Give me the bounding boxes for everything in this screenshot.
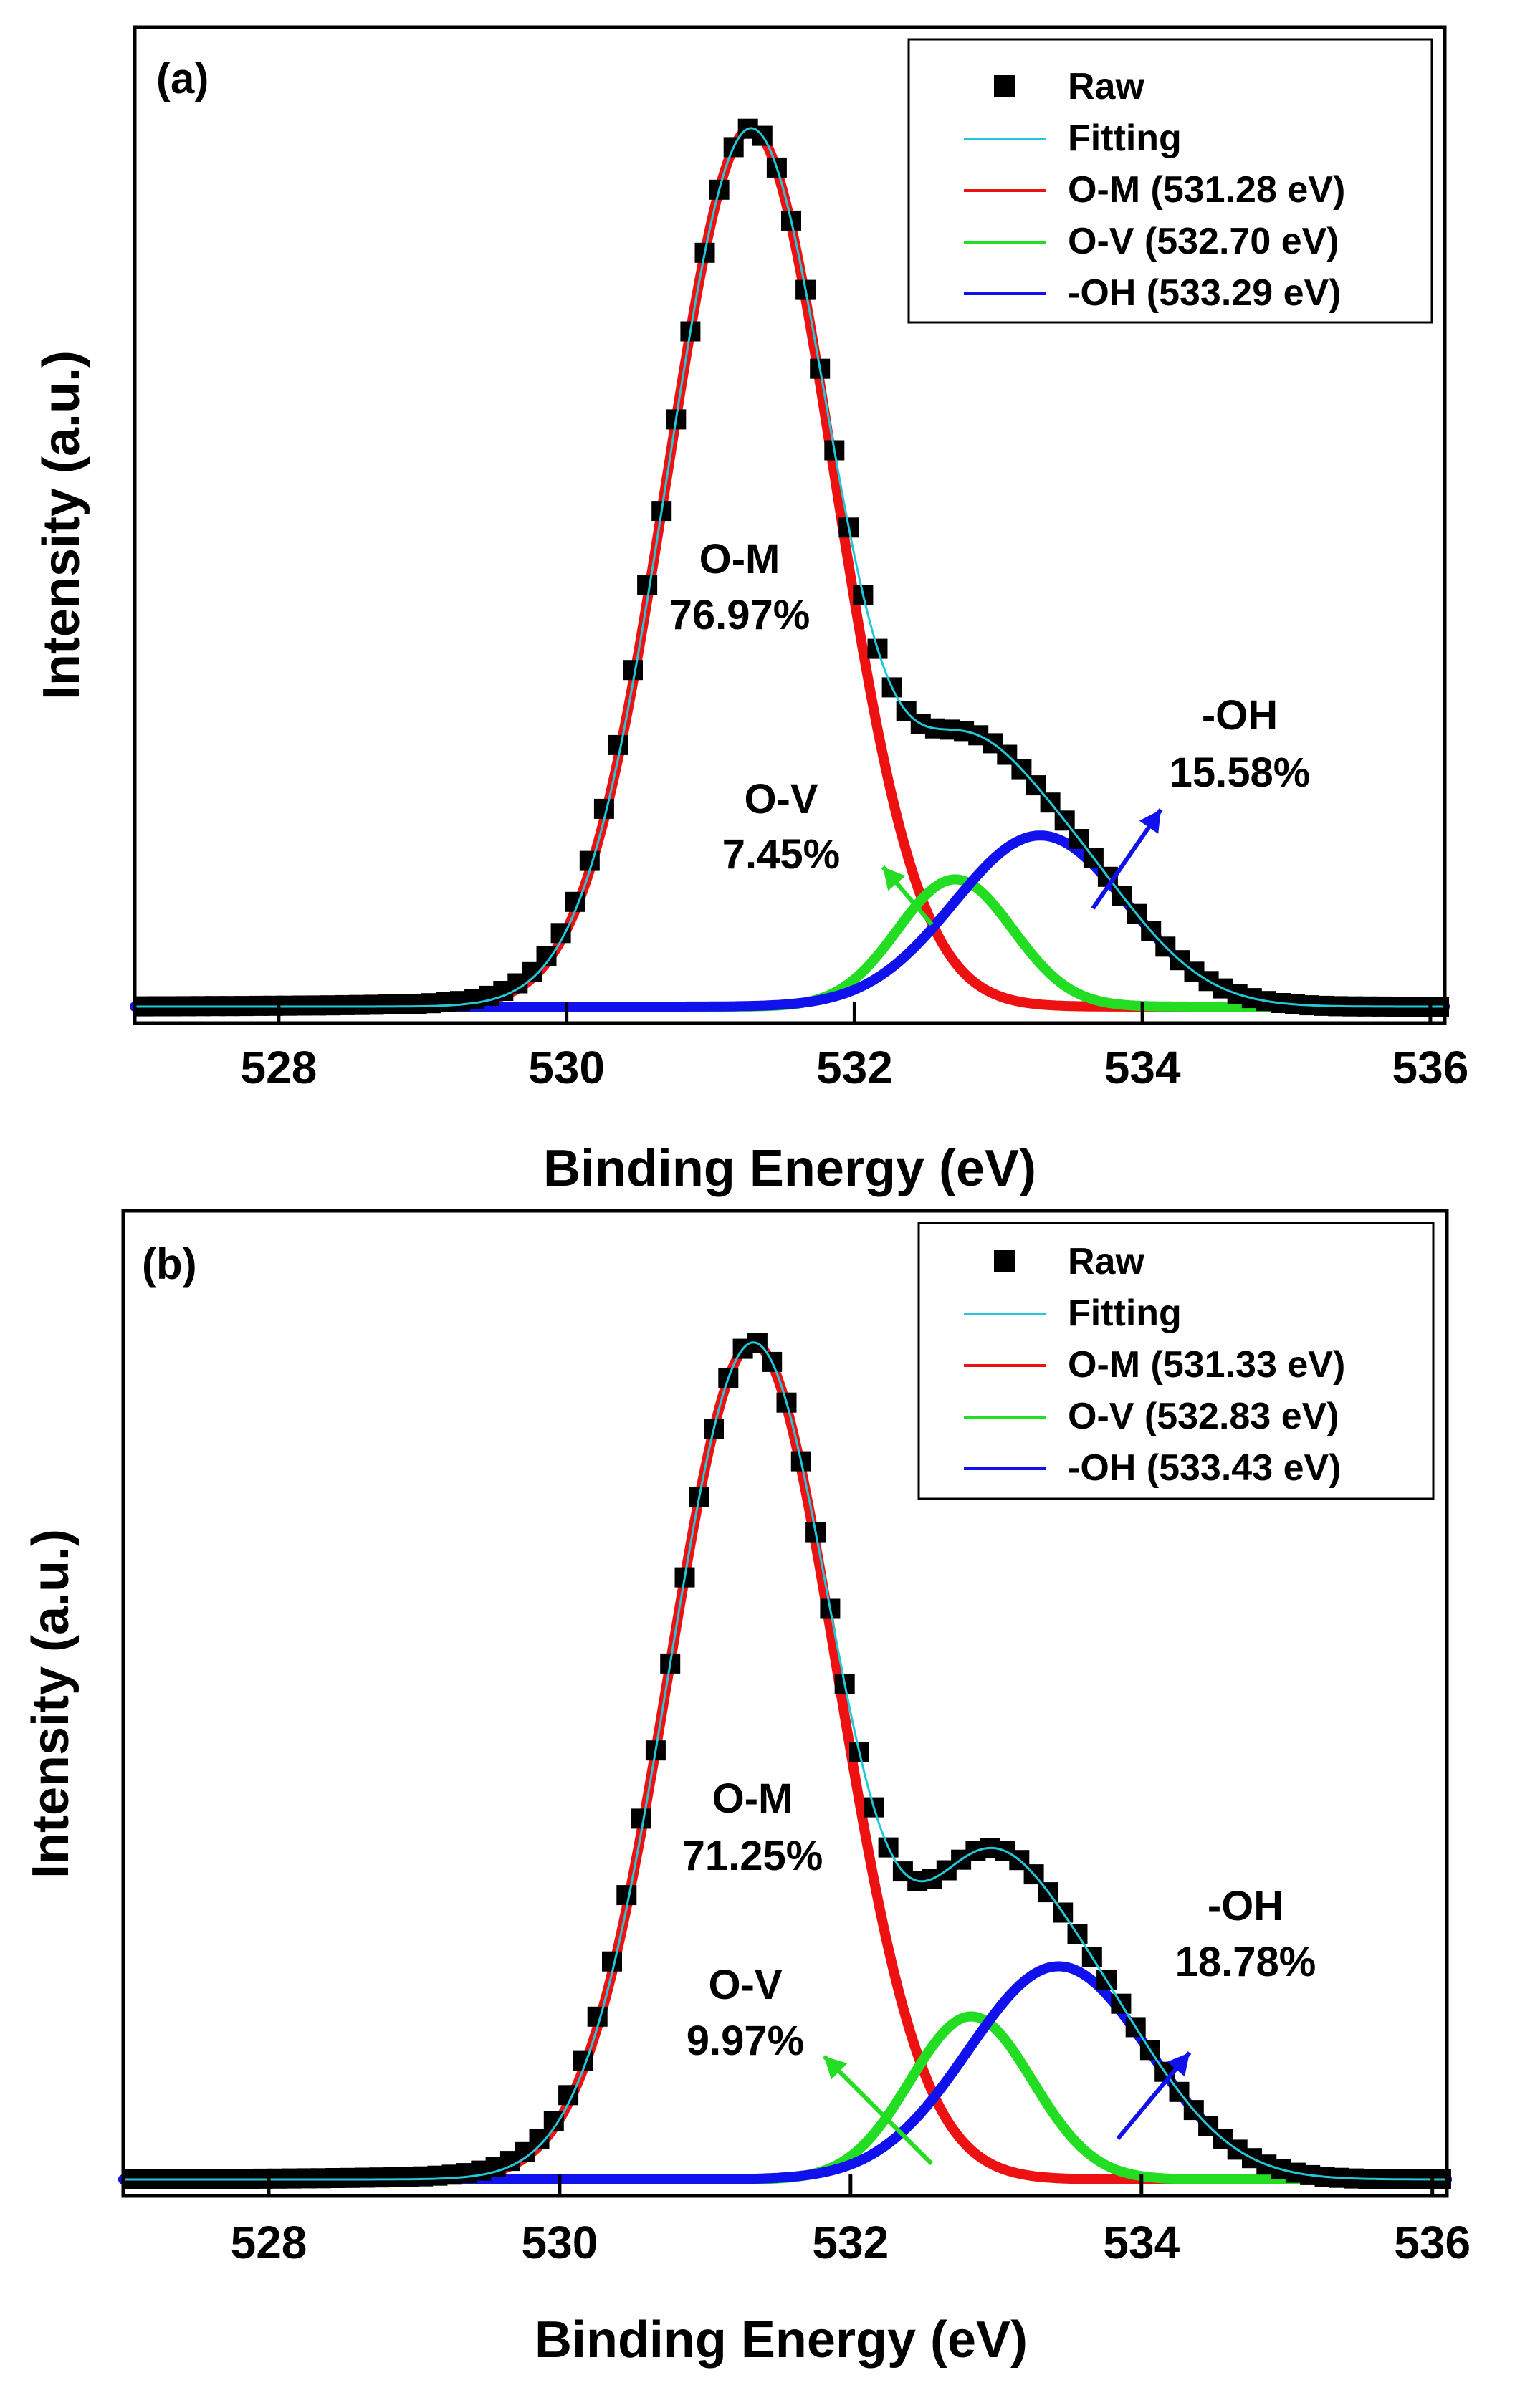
panel-a-ov-curve [130,874,1450,1012]
panel-a-legend-raw: Raw [1068,66,1144,107]
panel-a-arrows [881,808,1163,926]
panel-a-plot-frame [133,25,1447,1025]
panel-b-oh-label: -OH [1208,1883,1283,1929]
panel-a-legend: Raw Fitting O-M (531.28 eV) O-V (532.70 … [907,38,1433,324]
panel-a-om-percent: 76.97% [669,592,811,638]
panel-b-ov-label: O-V [708,1962,782,2008]
panel-b-xtick-530: 530 [522,2217,598,2268]
panel-b-label: (b) [142,1240,197,1288]
panel-a-xtick-536: 536 [1392,1042,1469,1093]
panel-a-raw-point [623,660,643,681]
panel-b-xtick-536: 536 [1394,2217,1471,2268]
panel-b-raw-markers [122,1333,1451,2189]
panel-b-x-axis-title: Binding Energy (eV) [535,2311,1028,2369]
panel-b-xtick-534: 534 [1103,2217,1180,2268]
panel-b-ov-arrow [822,2054,934,2166]
panel-b-legend-raw-symbol [994,1250,1015,1272]
panel-a-om-label: O-M [699,536,780,582]
panel-a-raw-point [608,734,628,755]
panel-b-om-percent: 71.25% [682,1833,823,1879]
panel-a-y-axis-title: Intensity (a.u.) [33,350,90,700]
panel-b-raw-point [631,1808,651,1829]
panel-b-ticks [267,2174,1435,2196]
panel-b-y-axis-title: Intensity (a.u.) [22,1529,80,1879]
panel-a-x-axis-title: Binding Energy (eV) [543,1140,1036,1197]
panel-a-raw-point [637,575,658,595]
panel-b-legend-fitting: Fitting [1068,1292,1182,1334]
panel-a: (a) O-M 76.97% O-V 7.45% -OH 15.58% Raw … [33,25,1469,1197]
panel-a-ov-percent: 7.45% [722,831,840,878]
panel-b-oh-curve [118,1961,1452,2184]
panel-a-raw-markers [133,118,1449,1017]
panel-b-legend-ov: O-V (532.83 eV) [1068,1396,1339,1437]
panel-a-legend-raw-symbol [994,75,1015,97]
panel-a-xtick-532: 532 [816,1042,893,1093]
panel-a-oh-arrowhead [1139,810,1161,834]
panel-a-ticks [277,1002,1433,1023]
panel-b: (b) O-M 71.25% O-V 9.97% -OH 18.78% Raw … [22,1209,1471,2369]
panel-b-fitting-curve [123,1341,1447,2181]
panel-b-om-label: O-M [712,1775,793,1822]
panel-a-xtick-530: 530 [528,1042,605,1093]
panel-a-xtick-528: 528 [241,1042,317,1093]
panel-b-plot-frame [121,1209,1449,2198]
panel-a-ov-label: O-V [744,776,818,822]
panel-b-ov-arrowhead [824,2056,848,2080]
panel-a-legend-om: O-M (531.28 eV) [1068,169,1345,211]
panel-a-oh-label: -OH [1202,692,1278,739]
panel-b-legend-raw: Raw [1068,1241,1144,1282]
panel-b-ov-percent: 9.97% [687,2018,804,2064]
panel-b-raw-point [616,1885,637,1906]
panel-b-arrows [822,2051,1192,2166]
panel-b-xtick-528: 528 [231,2217,307,2268]
panel-b-raw-point [602,1951,622,1972]
panel-b-legend-oh: -OH (533.43 eV) [1068,1447,1342,1489]
panel-a-fitting-curve [135,127,1445,1008]
panel-b-legend: Raw Fitting O-M (531.33 eV) O-V (532.83 … [917,1222,1435,1500]
panel-a-label: (a) [156,54,209,102]
panel-b-legend-om: O-M (531.33 eV) [1068,1344,1345,1386]
panel-a-legend-fitting: Fitting [1068,117,1182,159]
panel-a-legend-oh: -OH (533.29 eV) [1068,272,1342,314]
panel-a-legend-ov: O-V (532.70 eV) [1068,221,1339,262]
panel-a-xtick-534: 534 [1104,1042,1181,1093]
panel-b-oh-percent: 18.78% [1175,1939,1316,1985]
panel-b-xtick-532: 532 [812,2217,889,2268]
panel-a-ov-arrowhead [883,867,906,891]
panel-a-oh-percent: 15.58% [1170,749,1311,796]
panel-b-oh-arrowhead [1167,2053,1190,2077]
